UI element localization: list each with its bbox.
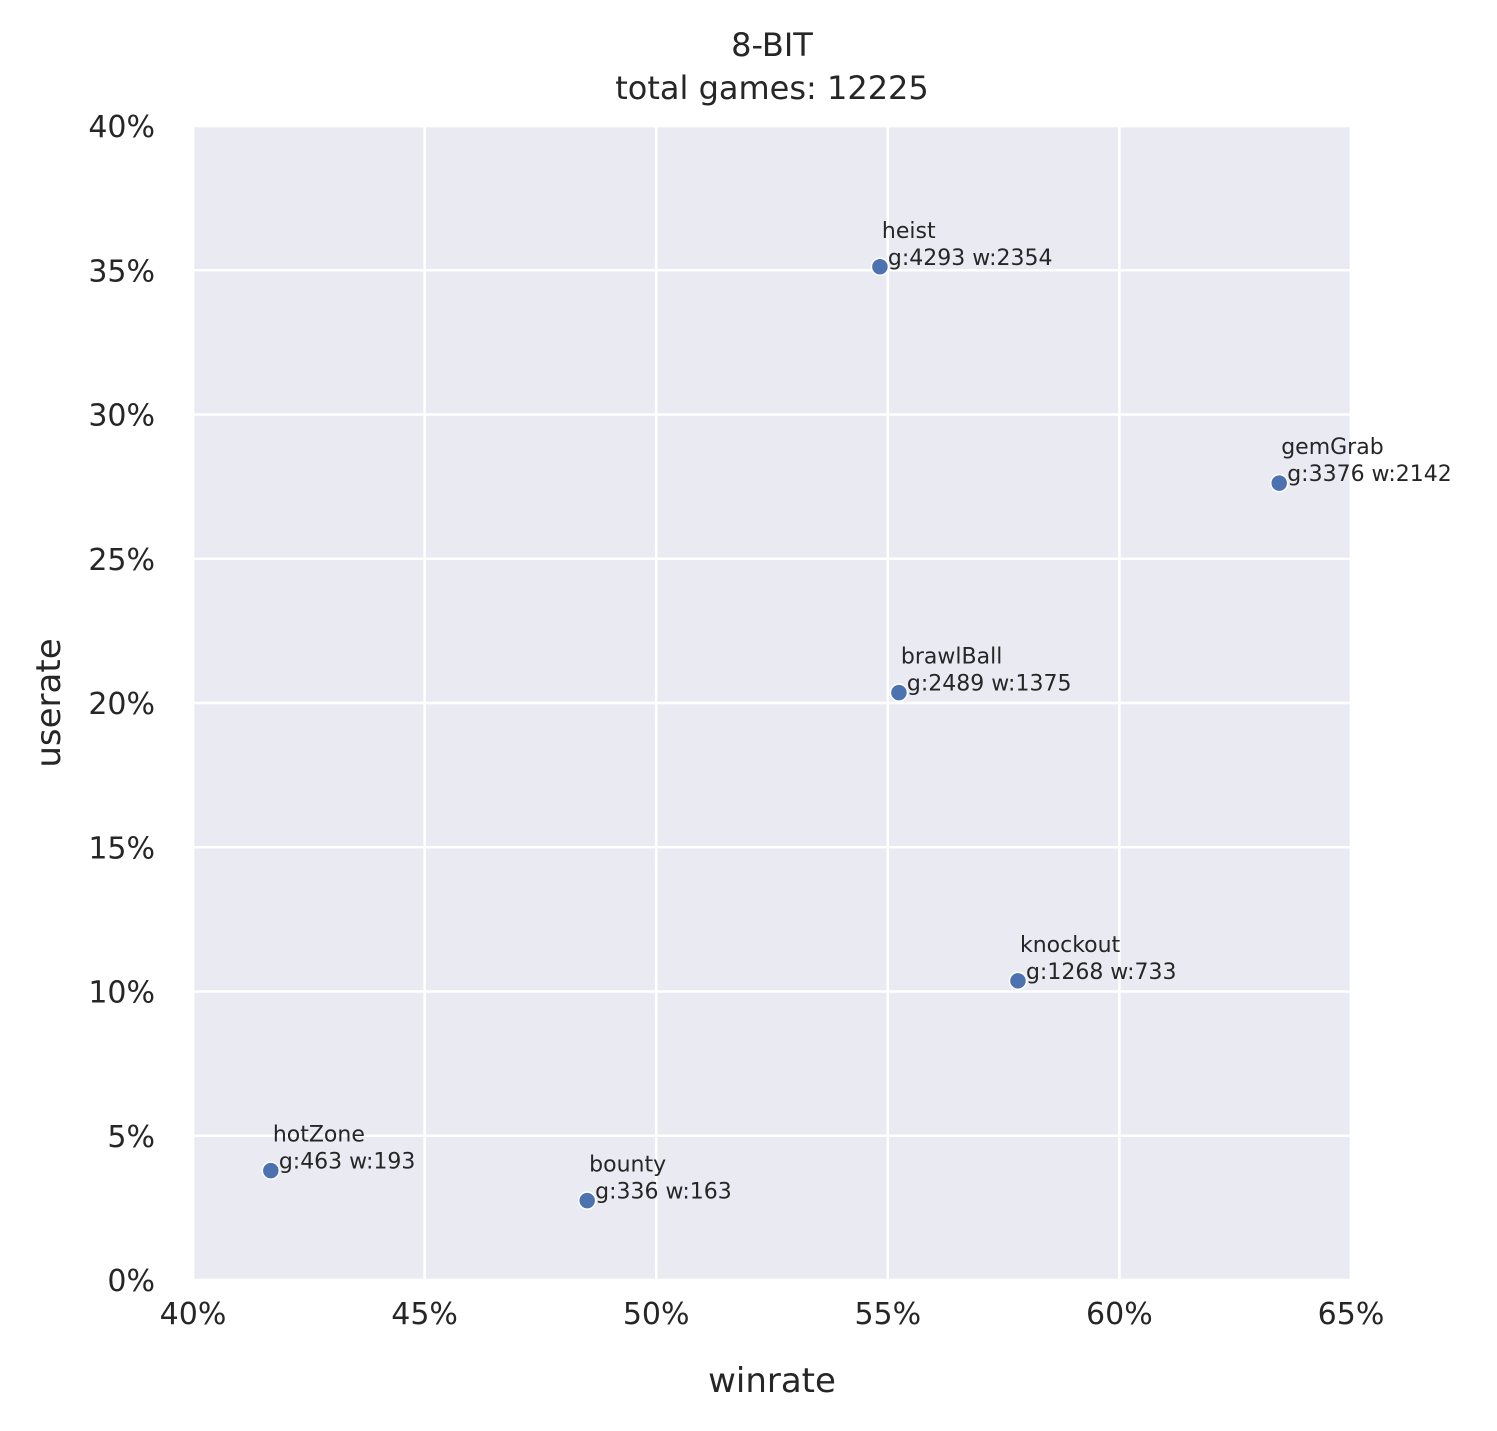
scatter-point-gemGrab: [1269, 473, 1289, 493]
point-stats-heist: g:4293 w:2354: [888, 246, 1053, 271]
y-tick-label: 25%: [88, 543, 155, 578]
y-tick-label: 0%: [107, 1264, 155, 1299]
y-tick-label: 35%: [88, 254, 155, 289]
x-tick-label: 50%: [623, 1297, 690, 1332]
y-tick-label: 5%: [107, 1120, 155, 1155]
y-axis-label: userate: [29, 638, 69, 767]
point-label-hotZone: hotZone: [273, 1123, 365, 1148]
chart-subtitle: total games: 12225: [615, 69, 929, 107]
grid-lines: [191, 124, 1353, 1282]
point-label-brawlBall: brawlBall: [901, 645, 1002, 670]
point-label-knockout: knockout: [1020, 933, 1121, 958]
x-axis-label: winrate: [708, 1361, 836, 1401]
point-stats-hotZone: g:463 w:193: [279, 1150, 416, 1175]
scatter-point-knockout: [1008, 971, 1028, 991]
chart-title: 8-BIT: [731, 26, 813, 64]
point-stats-bounty: g:336 w:163: [595, 1180, 732, 1205]
scatter-point-heist: [870, 257, 890, 277]
point-label-bounty: bounty: [589, 1153, 666, 1178]
x-tick-label: 45%: [391, 1297, 458, 1332]
x-tick-label: 60%: [1086, 1297, 1153, 1332]
scatter-point-brawlBall: [889, 683, 909, 702]
y-tick-label: 20%: [88, 687, 155, 722]
y-tick-label: 30%: [88, 399, 155, 434]
point-label-heist: heist: [882, 219, 936, 244]
y-tick-label: 40%: [88, 110, 155, 145]
point-label-gemGrab: gemGrab: [1281, 435, 1383, 460]
x-tick-label: 55%: [854, 1297, 921, 1332]
point-stats-gemGrab: g:3376 w:2142: [1287, 462, 1452, 487]
x-tick-label: 40%: [160, 1297, 227, 1332]
x-tick-label: 65%: [1318, 1297, 1385, 1332]
scatter-point-bounty: [577, 1191, 597, 1210]
scatter-point-hotZone: [261, 1161, 281, 1180]
y-tick-label: 10%: [88, 976, 155, 1011]
tick-labels: 40% 45% 50% 55% 60% 65% 0% 5% 10% 15% 20% 25% 30% 35%…: [88, 110, 1384, 1332]
y-tick-label: 15%: [88, 831, 155, 866]
point-stats-knockout: g:1268 w:733: [1026, 960, 1177, 985]
point-stats-brawlBall: g:2489 w:1375: [907, 672, 1072, 697]
